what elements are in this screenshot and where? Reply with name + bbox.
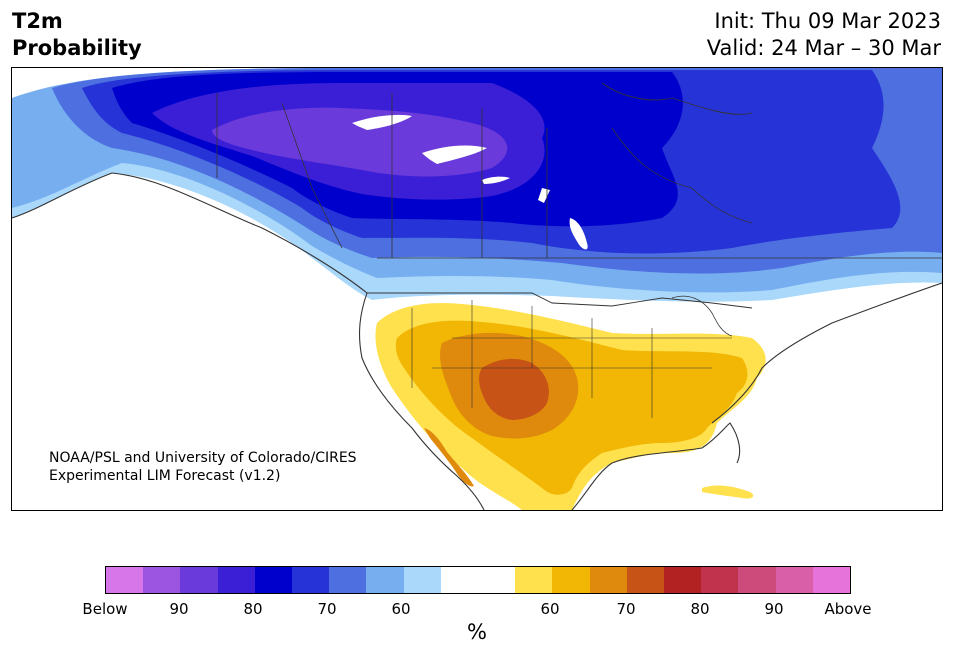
- colorbar-swatch: [738, 567, 776, 593]
- colorbar-tick-label: 80: [690, 600, 710, 618]
- colorbar-tick-label: 70: [317, 600, 337, 618]
- title-variable: T2m: [12, 9, 63, 33]
- colorbar-tick-label: Below: [82, 600, 128, 618]
- colorbar-unit: %: [467, 620, 487, 644]
- colorbar-tick-label: 60: [391, 600, 411, 618]
- colorbar-swatch: [626, 567, 665, 593]
- colorbar-swatch: [812, 567, 851, 593]
- colorbar-tick-label: 80: [243, 600, 263, 618]
- probability-map: [12, 68, 942, 510]
- colorbar-swatch: [329, 567, 367, 593]
- boundaries: [12, 82, 942, 510]
- colorbar-swatch: [701, 567, 739, 593]
- colorbar-swatch: [589, 567, 627, 593]
- colorbar-labels: Below 90 80 70 60 60 70 80 90 Above: [0, 600, 953, 620]
- colorbar-swatch: [515, 567, 553, 593]
- colorbar-tick-label: Above: [824, 600, 872, 618]
- above-normal-shading: [375, 302, 766, 510]
- colorbar-swatch: [775, 567, 813, 593]
- credit-line-2: Experimental LIM Forecast (v1.2): [49, 468, 281, 484]
- colorbar-swatch: [143, 567, 181, 593]
- colorbar: [105, 566, 851, 594]
- colorbar-tick-label: 90: [169, 600, 189, 618]
- colorbar-swatch: [366, 567, 404, 593]
- map-title: T2m Probability: [12, 8, 142, 62]
- map-panel: [11, 67, 943, 511]
- colorbar-tick-label: 60: [540, 600, 560, 618]
- colorbar-swatch: [292, 567, 330, 593]
- colorbar-swatch: [180, 567, 218, 593]
- below-normal-shading: [12, 68, 942, 302]
- data-credit: NOAA/PSL and University of Colorado/CIRE…: [49, 449, 357, 485]
- colorbar-tick-label: 90: [764, 600, 784, 618]
- colorbar-swatch: [440, 567, 479, 593]
- colorbar-swatch: [478, 567, 516, 593]
- forecast-dates: Init: Thu 09 Mar 2023 Valid: 24 Mar – 30…: [707, 8, 941, 62]
- colorbar-swatch: [254, 567, 293, 593]
- title-metric: Probability: [12, 36, 142, 60]
- colorbar-swatch: [217, 567, 255, 593]
- colorbar-swatch: [664, 567, 702, 593]
- valid-range: Valid: 24 Mar – 30 Mar: [706, 36, 941, 60]
- colorbar-tick-label: 70: [616, 600, 636, 618]
- colorbar-swatch: [552, 567, 590, 593]
- credit-line-1: NOAA/PSL and University of Colorado/CIRE…: [49, 450, 357, 466]
- colorbar-swatch: [106, 567, 144, 593]
- colorbar-swatch: [403, 567, 441, 593]
- init-date: Init: Thu 09 Mar 2023: [714, 9, 941, 33]
